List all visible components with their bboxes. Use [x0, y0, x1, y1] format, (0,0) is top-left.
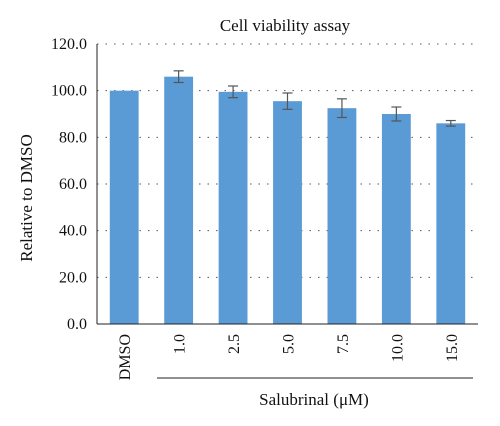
bar — [436, 123, 466, 324]
y-axis-ticks: 0.0 20.0 40.0 60.0 80.0 100.0 120.0 — [51, 36, 87, 333]
y-tick-label: 120.0 — [51, 36, 87, 53]
y-tick-label: 80.0 — [59, 129, 87, 146]
x-axis-ticks: DMSO 1.0 2.5 5.0 7.5 10.0 15.0 — [117, 334, 461, 380]
bars — [109, 76, 466, 325]
x-tick-label: 2.5 — [226, 334, 243, 354]
x-tick-label: 5.0 — [281, 334, 298, 354]
x-tick-label: 15.0 — [444, 334, 461, 362]
y-tick-label: 100.0 — [51, 83, 87, 100]
x-tick-label: 10.0 — [389, 334, 406, 362]
bar — [327, 108, 357, 325]
y-tick-label: 0.0 — [67, 316, 87, 333]
bar — [164, 76, 194, 325]
x-tick-label: 1.0 — [172, 334, 189, 354]
bar — [109, 90, 139, 325]
y-tick-label: 60.0 — [59, 176, 87, 193]
error-bars — [173, 70, 456, 127]
y-tick-label: 20.0 — [59, 269, 87, 286]
bar — [381, 114, 411, 324]
y-axis-label: Relative to DMSO — [17, 134, 36, 262]
bar — [273, 101, 302, 325]
x-axis-label: Salubrinal (μM) — [259, 390, 369, 409]
x-tick-label: DMSO — [117, 334, 134, 380]
x-tick-label: 7.5 — [335, 334, 352, 354]
bar — [218, 91, 248, 324]
y-tick-label: 40.0 — [59, 223, 87, 240]
chart-title: Cell viability assay — [220, 16, 351, 35]
